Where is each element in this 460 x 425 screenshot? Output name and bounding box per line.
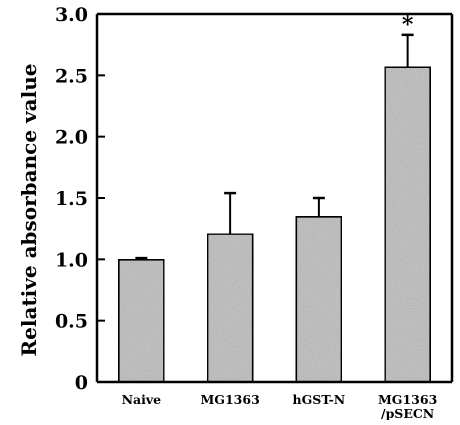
bar <box>383 65 432 384</box>
y-tick-label: 1.5 <box>55 188 88 210</box>
category-label: Naive <box>122 392 162 407</box>
y-tick-label: 2.0 <box>55 127 88 149</box>
y-tick-label: 2.5 <box>55 65 88 87</box>
category-label: MG1363 <box>378 392 437 407</box>
y-tick-label: 3.0 <box>55 4 88 26</box>
y-tick-label: 0 <box>75 372 88 394</box>
category-label: hGST-N <box>293 392 346 407</box>
category-label: /pSECN <box>381 406 434 420</box>
y-tick-label: 0.5 <box>55 311 88 333</box>
y-axis-title: Relative absorbance value <box>17 64 41 357</box>
bar <box>294 215 344 384</box>
plot-area: 0 0.5 1.0 1.5 2.0 2.5 3.0 Naive MG1363 hGST-N * MG1… <box>55 4 454 421</box>
bar <box>205 232 255 384</box>
bar <box>117 258 166 384</box>
category-label: MG1363 <box>200 392 259 407</box>
y-tick-label: 1.0 <box>55 249 88 271</box>
significance-marker: * <box>402 12 414 38</box>
